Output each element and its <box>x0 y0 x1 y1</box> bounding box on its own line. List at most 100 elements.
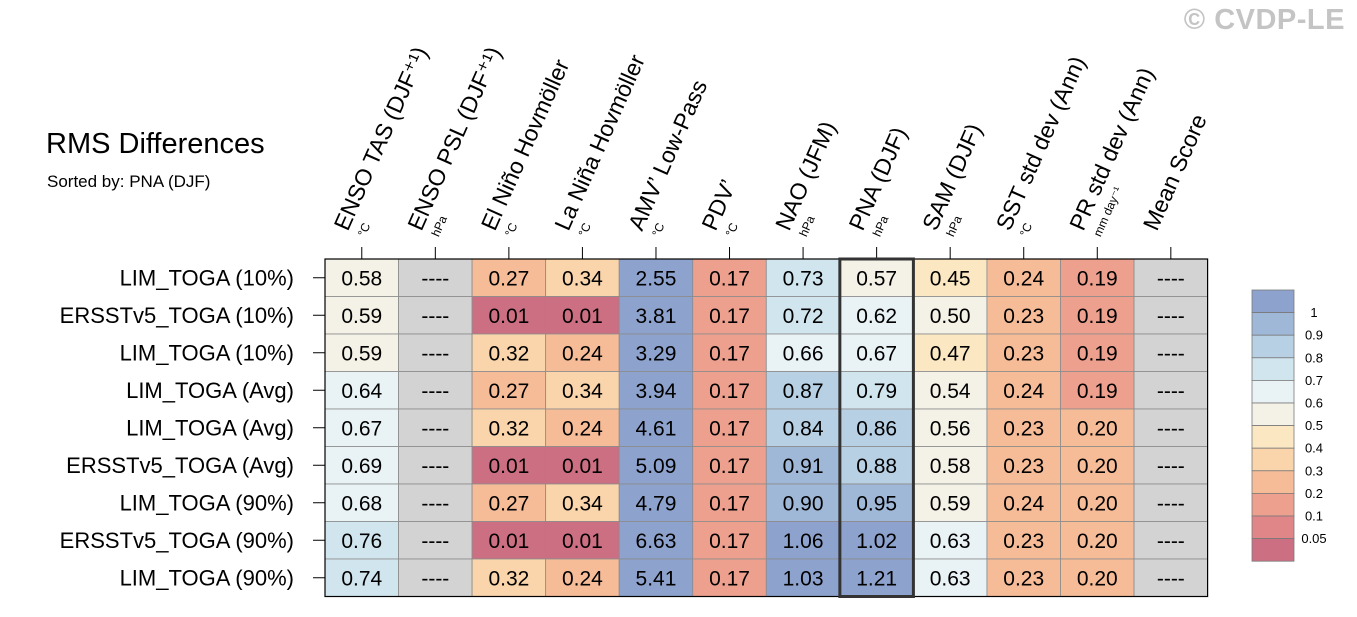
cell-value: 0.24 <box>1003 380 1044 403</box>
colorbar-label: 0.4 <box>1305 441 1323 456</box>
heatmap-cell <box>1060 333 1135 372</box>
heatmap-cell <box>692 446 767 485</box>
cell-value: 3.94 <box>636 380 677 403</box>
heatmap-cell <box>1133 483 1209 522</box>
heatmap-cell <box>618 371 694 410</box>
heatmap-cell <box>1060 446 1135 485</box>
column-unit: °C <box>1017 220 1035 238</box>
cell-value: 0.45 <box>930 267 971 290</box>
heatmap-cell <box>471 408 547 447</box>
watermark: © CVDP-LE <box>1183 4 1345 36</box>
cell-value: 0.68 <box>341 492 382 515</box>
cell-value: 0.67 <box>341 417 382 440</box>
heatmap-cell <box>398 483 473 522</box>
heatmap-cell <box>765 558 841 597</box>
cell-value: 0.59 <box>341 305 382 328</box>
colorbar-label: 0.1 <box>1305 509 1323 524</box>
cell-value: 0.23 <box>1003 567 1044 590</box>
colorbar-swatch <box>1251 379 1295 404</box>
cell-value: 5.09 <box>636 455 677 478</box>
heatmap-cell <box>1060 483 1135 522</box>
column-unit: °C <box>649 220 667 238</box>
heatmap-cells: 0.58 ---- 0.27 0.34 2.55 0.17 0.73 0.57 0.45 0.24… <box>324 257 1209 598</box>
heatmap-cell <box>545 371 620 410</box>
cell-value: 0.59 <box>930 492 971 515</box>
cell-value: 1.21 <box>856 567 897 590</box>
heatmap-cell <box>1060 258 1135 297</box>
cell-value: 0.67 <box>856 342 897 365</box>
colorbar-swatch <box>1251 447 1295 472</box>
column-header: NAO (JFM)hPa <box>770 117 841 238</box>
column-label: AMV’ Low-Pass <box>623 76 712 234</box>
heatmap-cell <box>692 558 767 597</box>
cell-value: 1.02 <box>856 530 897 553</box>
colorbar-swatch <box>1251 470 1295 494</box>
cell-value: ---- <box>421 267 449 290</box>
heatmap-cell <box>986 333 1061 372</box>
cell-value: 0.01 <box>562 455 603 478</box>
heatmap-cell <box>1133 296 1209 335</box>
heatmap-cell <box>324 408 399 447</box>
cell-value: 0.24 <box>1003 492 1044 515</box>
heatmap-cell <box>398 371 473 410</box>
cell-value: 0.17 <box>709 530 750 553</box>
cell-value: 0.74 <box>341 567 382 590</box>
heatmap-cell <box>545 446 620 485</box>
heatmap-cell <box>471 483 547 522</box>
cell-value: 0.17 <box>709 455 750 478</box>
heatmap-cell <box>1060 296 1135 335</box>
cell-value: ---- <box>1157 417 1185 440</box>
cell-value: 0.91 <box>783 455 824 478</box>
heatmap-cell <box>618 446 694 485</box>
highlighted-column-outline <box>838 257 915 598</box>
cell-value: 0.20 <box>1077 567 1118 590</box>
cell-value: ---- <box>421 417 449 440</box>
heatmap-cell <box>986 446 1061 485</box>
heatmap-cell <box>398 258 473 297</box>
cell-value: 0.58 <box>341 267 382 290</box>
column-header: PDV’°C <box>696 176 741 239</box>
heatmap-cell <box>398 446 473 485</box>
cell-value: 0.24 <box>562 342 603 365</box>
cell-value: 0.17 <box>709 342 750 365</box>
cell-value: 0.64 <box>341 380 382 403</box>
colorbar-swatch <box>1251 312 1295 336</box>
cell-value: 0.23 <box>1003 455 1044 478</box>
heatmap-cell <box>913 408 988 447</box>
cell-value: 0.27 <box>488 380 529 403</box>
cell-value: 4.61 <box>636 417 677 440</box>
cell-value: 0.23 <box>1003 417 1044 440</box>
cell-value: 0.57 <box>856 267 897 290</box>
heatmap-cell <box>765 446 841 485</box>
colorbar-swatch <box>1251 492 1295 517</box>
cell-value: 0.17 <box>709 417 750 440</box>
column-headers: ENSO TAS (DJF⁺¹)°C ENSO PSL (DJF⁺¹)hPa El … <box>329 43 1212 259</box>
column-header: SAM (DJF)hPa <box>917 120 987 239</box>
cell-value: 0.27 <box>488 267 529 290</box>
cell-value: 0.01 <box>562 305 603 328</box>
cell-value: 0.56 <box>930 417 971 440</box>
heatmap-cell <box>692 258 767 297</box>
cell-value: 0.17 <box>709 305 750 328</box>
cell-value: 4.79 <box>636 492 677 515</box>
cell-value: 0.72 <box>783 305 824 328</box>
cell-value: ---- <box>421 567 449 590</box>
heatmap-cell <box>1133 521 1209 560</box>
cell-value: 0.59 <box>341 342 382 365</box>
colorbar-label: 0.5 <box>1305 418 1323 433</box>
cell-value: 0.76 <box>341 530 382 553</box>
row-label: LIM_TOGA (10%) <box>120 340 294 365</box>
column-header: PNA (DJF)hPa <box>843 123 911 239</box>
row-label: ERSSTv5_TOGA (10%) <box>60 303 294 328</box>
colorbar-label: 0.6 <box>1305 396 1323 411</box>
cell-value: 3.29 <box>636 342 677 365</box>
colorbar-swatch <box>1251 425 1295 449</box>
cell-value: 0.32 <box>488 567 529 590</box>
column-unit: °C <box>502 220 520 238</box>
cell-value: 0.20 <box>1077 417 1118 440</box>
heatmap-cell <box>1133 558 1209 597</box>
cell-value: 0.01 <box>488 530 529 553</box>
heatmap-cell <box>471 371 547 410</box>
row-label: LIM_TOGA (10%) <box>120 265 294 290</box>
cell-value: 0.01 <box>488 455 529 478</box>
